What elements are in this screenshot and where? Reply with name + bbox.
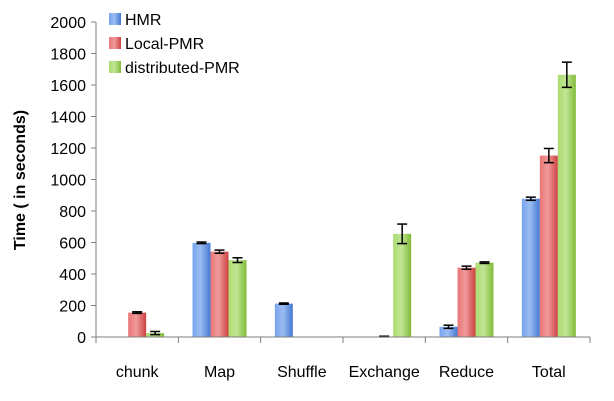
bar-hmr-reduce [439,326,458,337]
bar-distributed-pmr-map [228,260,247,337]
bar-distributed-pmr-reduce [475,262,494,337]
error-bar [397,223,408,245]
error-bar [132,311,143,315]
x-tick-label: Map [204,364,235,381]
y-tick-label: 1600 [50,78,86,95]
legend: HMR Local-PMR distributed-PMR [109,12,240,77]
y-tick-label: 600 [59,236,86,253]
x-tick-label: chunk [116,364,160,381]
x-tick-label: Reduce [439,364,494,381]
error-bars-layer [132,61,572,338]
x-tick-label: Shuffle [277,364,327,381]
y-tick-label: 1000 [50,173,86,190]
x-tick-label: Exchange [349,364,420,381]
bar-local-pmr-total [539,155,558,337]
legend-swatch [109,13,121,25]
legend-item: distributed-PMR [109,60,240,77]
y-tick-label: 1400 [50,110,86,127]
error-bar [561,61,572,89]
error-bar [196,241,207,245]
bar-hmr-shuffle [274,303,293,337]
legend-label: HMR [125,12,161,29]
bar-distributed-pmr-exchange [393,233,412,337]
error-bar [443,324,454,330]
bar-hmr-map [192,242,211,337]
error-bar [150,330,161,336]
legend-swatch [109,37,121,49]
error-bar [232,257,243,264]
error-bar [479,261,490,265]
error-bar [525,196,536,202]
bar-local-pmr-reduce [457,267,476,337]
bar-local-pmr-map [210,251,229,337]
y-tick-label: 0 [77,330,86,347]
legend-item: HMR [109,12,161,29]
error-bar [278,302,289,305]
y-tick-label: 1200 [50,141,86,158]
bar-distributed-pmr-total [557,74,576,337]
y-tick-label: 1800 [50,47,86,64]
bar-local-pmr-chunk [128,312,147,337]
y-tick-label: 200 [59,299,86,316]
y-tick-label: 2000 [50,15,86,32]
legend-swatch [109,61,121,73]
y-axis-label: Time ( in seconds) [12,110,29,250]
bar-hmr-total [521,198,540,337]
legend-label: Local-PMR [125,36,204,53]
y-ticks-layer: 0 200 400 600 800 1000 1200 1400 1600 1800 2000 [50,15,96,347]
y-tick-label: 400 [59,267,86,284]
x-tick-label: Total [532,364,566,381]
error-bar [461,265,472,271]
y-tick-label: 800 [59,204,86,221]
legend-label: distributed-PMR [125,60,240,77]
error-bar [214,249,225,254]
bars-layer [128,74,576,337]
legend-item: Local-PMR [109,36,204,53]
error-bar [543,147,554,164]
x-ticks-layer: chunk Map Shuffle Exchange Reduce Total [95,337,591,381]
